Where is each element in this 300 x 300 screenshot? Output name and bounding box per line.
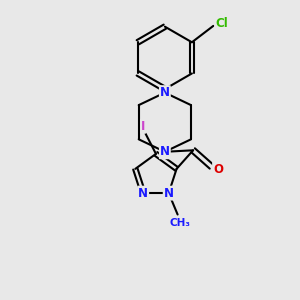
Text: N: N	[160, 86, 170, 99]
Text: N: N	[160, 145, 170, 158]
Text: Cl: Cl	[215, 17, 228, 30]
Text: I: I	[141, 120, 146, 133]
Text: CH₃: CH₃	[169, 218, 190, 228]
Text: N: N	[164, 187, 174, 200]
Text: N: N	[138, 187, 148, 200]
Text: O: O	[213, 163, 223, 176]
